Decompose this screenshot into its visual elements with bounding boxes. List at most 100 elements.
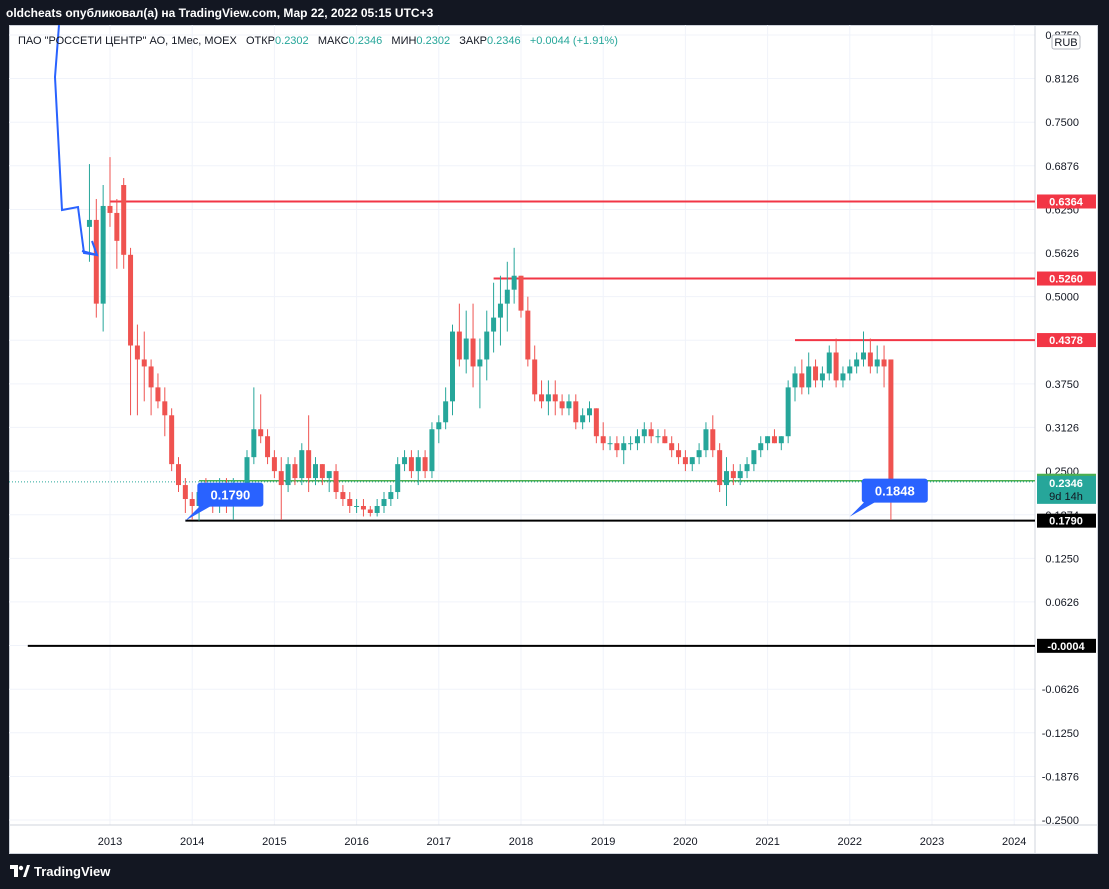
- candle[interactable]: [799, 359, 805, 395]
- candle[interactable]: [518, 275, 524, 318]
- candle[interactable]: [182, 478, 188, 513]
- candle[interactable]: [854, 352, 860, 374]
- currency-box[interactable]: [1051, 34, 1081, 50]
- candle[interactable]: [641, 422, 647, 444]
- candle[interactable]: [169, 408, 175, 472]
- candle[interactable]: [737, 464, 743, 486]
- candle[interactable]: [463, 310, 469, 374]
- candle[interactable]: [408, 450, 414, 479]
- candle[interactable]: [682, 450, 688, 472]
- candle[interactable]: [539, 380, 545, 409]
- candle[interactable]: [771, 429, 777, 444]
- candle[interactable]: [128, 247, 134, 416]
- candle[interactable]: [861, 331, 866, 367]
- candle[interactable]: [484, 310, 490, 381]
- candle[interactable]: [155, 373, 161, 409]
- candle[interactable]: [819, 366, 825, 388]
- candle[interactable]: [340, 485, 346, 506]
- candle[interactable]: [525, 296, 531, 367]
- candle[interactable]: [765, 436, 771, 451]
- candle[interactable]: [491, 282, 497, 353]
- candle[interactable]: [306, 415, 312, 493]
- candle[interactable]: [326, 471, 332, 493]
- candle[interactable]: [545, 380, 551, 416]
- candle[interactable]: [614, 436, 620, 458]
- candle[interactable]: [477, 338, 483, 409]
- candle[interactable]: [792, 366, 798, 402]
- candles[interactable]: [86, 157, 901, 521]
- candle[interactable]: [100, 185, 106, 332]
- candle[interactable]: [580, 408, 586, 430]
- candle[interactable]: [319, 464, 325, 486]
- candle[interactable]: [881, 345, 887, 388]
- candle[interactable]: [299, 443, 305, 486]
- candle[interactable]: [689, 457, 695, 472]
- chart-panel[interactable]: [9, 25, 1098, 854]
- candle[interactable]: [669, 436, 675, 458]
- candle[interactable]: [121, 178, 127, 269]
- candle[interactable]: [826, 345, 832, 381]
- candle[interactable]: [621, 436, 627, 465]
- candle[interactable]: [278, 457, 284, 520]
- candle[interactable]: [258, 394, 264, 444]
- candle[interactable]: [813, 359, 819, 388]
- candle[interactable]: [429, 422, 435, 479]
- candle[interactable]: [573, 394, 579, 430]
- candle[interactable]: [450, 324, 455, 416]
- candle[interactable]: [600, 422, 606, 451]
- candle[interactable]: [313, 457, 318, 486]
- candle[interactable]: [717, 443, 723, 493]
- price-chart[interactable]: 0.87500.81260.75000.68760.62500.56260.50…: [9, 25, 1098, 854]
- candle[interactable]: [162, 387, 168, 437]
- candle[interactable]: [634, 429, 640, 451]
- candle[interactable]: [724, 457, 729, 506]
- price-callout[interactable]: 0.1848: [849, 478, 928, 517]
- price-callout[interactable]: 0.1790: [185, 482, 264, 521]
- candle[interactable]: [251, 387, 257, 465]
- candle[interactable]: [758, 436, 764, 458]
- candle[interactable]: [703, 422, 709, 458]
- candle[interactable]: [134, 324, 140, 416]
- candle[interactable]: [422, 450, 428, 479]
- candle[interactable]: [874, 345, 880, 374]
- candle[interactable]: [374, 499, 380, 517]
- horizontal-levels[interactable]: [9, 200, 1035, 647]
- candle[interactable]: [443, 387, 449, 430]
- candle[interactable]: [744, 457, 750, 479]
- candle[interactable]: [395, 457, 401, 500]
- candle[interactable]: [176, 457, 181, 493]
- candle[interactable]: [470, 303, 476, 388]
- candle[interactable]: [354, 499, 360, 513]
- candle[interactable]: [360, 499, 366, 517]
- candle[interactable]: [593, 408, 599, 444]
- candle[interactable]: [388, 485, 394, 506]
- candle[interactable]: [93, 198, 99, 318]
- candle[interactable]: [607, 436, 613, 451]
- candle[interactable]: [381, 492, 387, 513]
- candle[interactable]: [806, 352, 812, 395]
- candle[interactable]: [511, 247, 517, 304]
- candle[interactable]: [778, 436, 784, 451]
- candle[interactable]: [504, 261, 510, 332]
- candle[interactable]: [367, 506, 373, 517]
- candle[interactable]: [751, 450, 757, 472]
- candle[interactable]: [847, 359, 853, 381]
- candle[interactable]: [271, 450, 277, 479]
- drawings[interactable]: 0.1790 0.1848: [53, 25, 928, 521]
- candle[interactable]: [292, 457, 298, 486]
- candle[interactable]: [265, 429, 271, 465]
- candle[interactable]: [628, 436, 634, 451]
- candle[interactable]: [415, 450, 421, 486]
- candle[interactable]: [566, 394, 572, 416]
- candle[interactable]: [648, 422, 654, 444]
- tradingview-logo[interactable]: TradingView: [10, 864, 110, 879]
- candle[interactable]: [587, 401, 592, 423]
- candle[interactable]: [141, 331, 147, 402]
- candle[interactable]: [730, 464, 736, 486]
- candle[interactable]: [552, 380, 558, 416]
- candle[interactable]: [114, 198, 120, 269]
- candle[interactable]: [107, 157, 113, 227]
- candle[interactable]: [696, 443, 702, 465]
- candle[interactable]: [785, 380, 791, 444]
- candle[interactable]: [436, 415, 442, 444]
